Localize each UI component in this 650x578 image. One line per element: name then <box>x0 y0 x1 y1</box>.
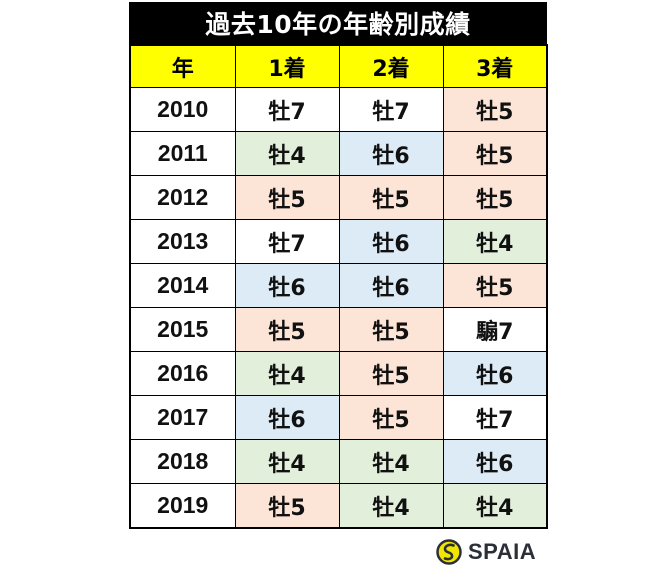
year-cell: 2016 <box>129 351 236 396</box>
third-place-cell: 牡5 <box>442 175 548 220</box>
table-row: 2012 牡5 牡5 牡5 <box>129 175 548 220</box>
second-place-cell: 牡5 <box>338 351 444 396</box>
table-row: 2017 牡6 牡5 牡7 <box>129 395 548 440</box>
second-place-cell: 牡6 <box>338 131 444 176</box>
table-row: 2019 牡5 牡4 牡4 <box>129 483 548 529</box>
table-row: 2016 牡4 牡5 牡6 <box>129 351 548 396</box>
third-place-cell: 牡4 <box>442 483 548 529</box>
second-place-cell: 牡5 <box>338 307 444 352</box>
first-place-cell: 牡5 <box>234 483 340 529</box>
table-title: 過去10年の年齢別成績 <box>129 2 547 44</box>
year-cell: 2017 <box>129 395 236 440</box>
third-place-cell: 牡6 <box>442 439 548 484</box>
year-cell: 2013 <box>129 219 236 264</box>
first-place-cell: 牡6 <box>234 395 340 440</box>
header-second: 2着 <box>338 44 444 88</box>
spaia-logo: SPAIA <box>436 539 536 565</box>
year-cell: 2018 <box>129 439 236 484</box>
third-place-cell: 牡5 <box>442 87 548 132</box>
age-results-table-container: 過去10年の年齢別成績 年 1着 2着 3着 2010 牡7 牡7 牡5 201… <box>129 2 548 529</box>
table-row: 2018 牡4 牡4 牡6 <box>129 439 548 484</box>
header-first: 1着 <box>234 44 340 88</box>
third-place-cell: 騸7 <box>442 307 548 352</box>
header-row: 年 1着 2着 3着 <box>129 44 548 88</box>
table-row: 2014 牡6 牡6 牡5 <box>129 263 548 308</box>
header-year: 年 <box>129 44 236 88</box>
first-place-cell: 牡7 <box>234 87 340 132</box>
year-cell: 2015 <box>129 307 236 352</box>
second-place-cell: 牡6 <box>338 263 444 308</box>
second-place-cell: 牡5 <box>338 395 444 440</box>
third-place-cell: 牡5 <box>442 131 548 176</box>
year-cell: 2011 <box>129 131 236 176</box>
year-cell: 2012 <box>129 175 236 220</box>
first-place-cell: 牡5 <box>234 175 340 220</box>
second-place-cell: 牡4 <box>338 439 444 484</box>
year-cell: 2010 <box>129 87 236 132</box>
table-row: 2013 牡7 牡6 牡4 <box>129 219 548 264</box>
third-place-cell: 牡5 <box>442 263 548 308</box>
table-row: 2010 牡7 牡7 牡5 <box>129 87 548 132</box>
age-results-table: 年 1着 2着 3着 2010 牡7 牡7 牡5 2011 牡4 牡6 牡5 2… <box>129 44 548 529</box>
second-place-cell: 牡7 <box>338 87 444 132</box>
first-place-cell: 牡7 <box>234 219 340 264</box>
header-third: 3着 <box>442 44 548 88</box>
first-place-cell: 牡5 <box>234 307 340 352</box>
spaia-swirl-icon <box>436 539 462 565</box>
second-place-cell: 牡5 <box>338 175 444 220</box>
year-cell: 2019 <box>129 483 236 529</box>
spaia-logo-text: SPAIA <box>468 539 537 564</box>
third-place-cell: 牡7 <box>442 395 548 440</box>
second-place-cell: 牡6 <box>338 219 444 264</box>
first-place-cell: 牡6 <box>234 263 340 308</box>
third-place-cell: 牡6 <box>442 351 548 396</box>
table-row: 2011 牡4 牡6 牡5 <box>129 131 548 176</box>
first-place-cell: 牡4 <box>234 439 340 484</box>
first-place-cell: 牡4 <box>234 351 340 396</box>
third-place-cell: 牡4 <box>442 219 548 264</box>
year-cell: 2014 <box>129 263 236 308</box>
second-place-cell: 牡4 <box>338 483 444 529</box>
first-place-cell: 牡4 <box>234 131 340 176</box>
table-row: 2015 牡5 牡5 騸7 <box>129 307 548 352</box>
